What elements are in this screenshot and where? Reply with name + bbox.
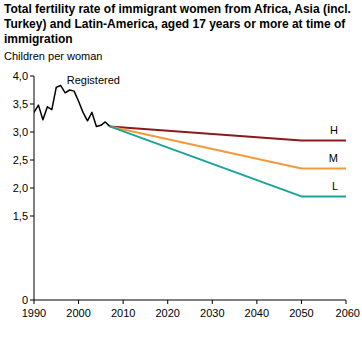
y-tick <box>30 188 34 189</box>
x-tick-label: 1990 <box>22 307 46 319</box>
x-tick-label: 2030 <box>200 307 224 319</box>
x-tick-label: 2060 <box>336 307 360 319</box>
chart: Children per woman 0 1,5 2,0 2,5 3,0 3,5 4,0 199… <box>0 0 362 350</box>
x-tick <box>256 300 257 304</box>
x-tick <box>34 300 35 304</box>
series-line <box>34 86 110 127</box>
x-tick-label: 2040 <box>245 307 269 319</box>
x-axis <box>34 300 346 301</box>
y-tick <box>30 104 34 105</box>
y-tick-label: 0 <box>22 294 28 306</box>
x-tick <box>78 300 79 304</box>
y-tick-label: 4,0 <box>13 70 28 82</box>
x-tick <box>212 300 213 304</box>
series-label: H <box>330 124 338 136</box>
y-axis-label: Children per woman <box>4 50 102 62</box>
y-tick <box>30 76 34 77</box>
x-tick <box>301 300 302 304</box>
y-tick-label: 2,5 <box>13 154 28 166</box>
y-tick <box>30 160 34 161</box>
x-tick-label: 2000 <box>66 307 90 319</box>
y-tick-label: 2,0 <box>13 182 28 194</box>
x-tick <box>123 300 124 304</box>
series-line <box>110 126 346 196</box>
plot-area <box>34 86 346 197</box>
series-label: L <box>332 180 338 192</box>
series-line <box>110 126 346 168</box>
y-tick-label: 3,5 <box>13 98 28 110</box>
y-tick <box>30 216 34 217</box>
x-tick-label: 2020 <box>155 307 179 319</box>
series-label: Registered <box>67 74 120 86</box>
x-tick <box>346 300 347 304</box>
x-tick <box>167 300 168 304</box>
x-tick-label: 2010 <box>111 307 135 319</box>
y-tick <box>30 300 34 301</box>
y-tick <box>30 132 34 133</box>
series-label: M <box>329 152 338 164</box>
y-tick-label: 3,0 <box>13 126 28 138</box>
y-tick-label: 1,5 <box>13 210 28 222</box>
x-tick-label: 2050 <box>289 307 313 319</box>
title: Total fertility rate of immigrant women … <box>4 2 358 47</box>
